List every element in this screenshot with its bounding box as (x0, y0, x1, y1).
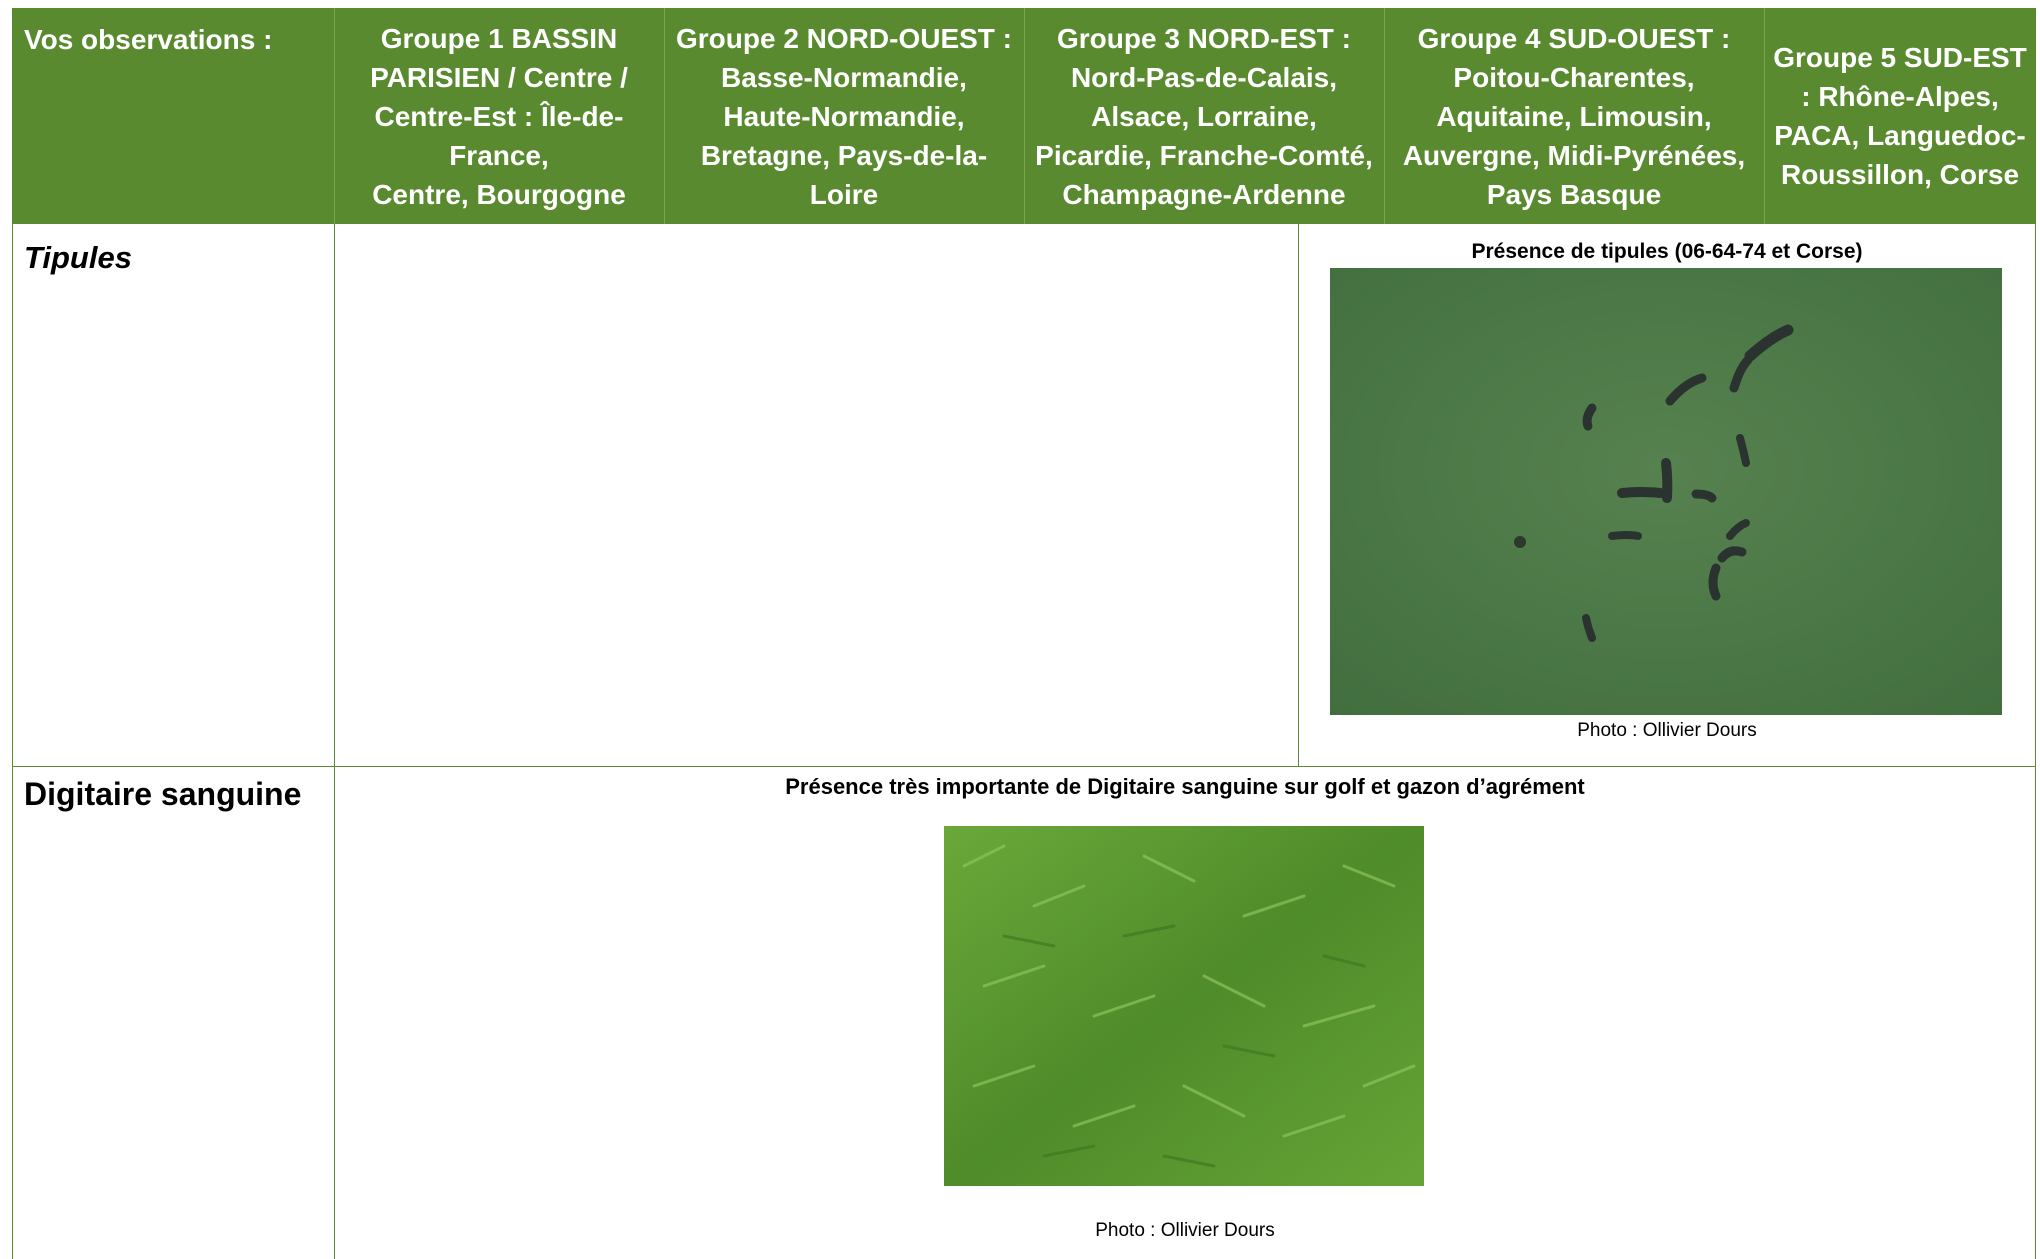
digitaire-photo (944, 826, 1424, 1186)
header-cell-group-2: Groupe 2 NORD-OUEST : Basse-Normandie, H… (664, 8, 1024, 224)
header-divider (334, 8, 335, 224)
header-cell-group-1: Groupe 1 BASSIN PARISIEN / Centre / Cent… (334, 8, 664, 224)
row-label-tipules: Tipules (24, 240, 132, 275)
header-group-5-label: Groupe 5 SUD-EST : Rhône-Alpes, PACA, La… (1773, 42, 2027, 190)
tipules-photo-credit: Photo : Ollivier Dours (1577, 720, 1757, 741)
tipules-caption: Présence de tipules (06-64-74 et Corse) (1471, 240, 1863, 263)
header-divider (1024, 8, 1025, 224)
header-group-4-label: Groupe 4 SUD-OUEST : Poitou-Charentes, A… (1402, 22, 1746, 210)
header-cell-group-3: Groupe 3 NORD-EST : Nord-Pas-de-Calais, … (1024, 8, 1384, 224)
header-group-3-label: Groupe 3 NORD-EST : Nord-Pas-de-Calais, … (1035, 22, 1373, 210)
header-observations-label: Vos observations : (24, 24, 273, 55)
row-label-digitaire-sanguine: Digitaire sanguine (24, 776, 302, 812)
label-column-divider (334, 224, 335, 1259)
header-group-2-label: Groupe 2 NORD-OUEST : Basse-Normandie, H… (675, 22, 1012, 210)
observations-table: Vos observations : Groupe 1 BASSIN PARIS… (12, 8, 2036, 1259)
header-divider (1384, 8, 1385, 224)
header-cell-group-4: Groupe 4 SUD-OUEST : Poitou-Charentes, A… (1384, 8, 1764, 224)
header-cell-group-5: Groupe 5 SUD-EST : Rhône-Alpes, PACA, La… (1764, 8, 2036, 224)
header-cell-observations: Vos observations : (12, 8, 334, 224)
row1-cell-divider (1298, 224, 1299, 766)
table-border-left (12, 224, 13, 1259)
table-border-right (2035, 224, 2036, 1259)
header-group-1-label: Groupe 1 BASSIN PARISIEN / Centre / Cent… (370, 22, 628, 210)
header-divider (664, 8, 665, 224)
row-divider (12, 766, 2036, 767)
header-divider (1764, 8, 1765, 224)
digitaire-photo-credit: Photo : Ollivier Dours (1095, 1220, 1275, 1241)
digitaire-caption: Présence très importante de Digitaire sa… (785, 774, 1585, 799)
tipules-photo (1330, 268, 2002, 715)
